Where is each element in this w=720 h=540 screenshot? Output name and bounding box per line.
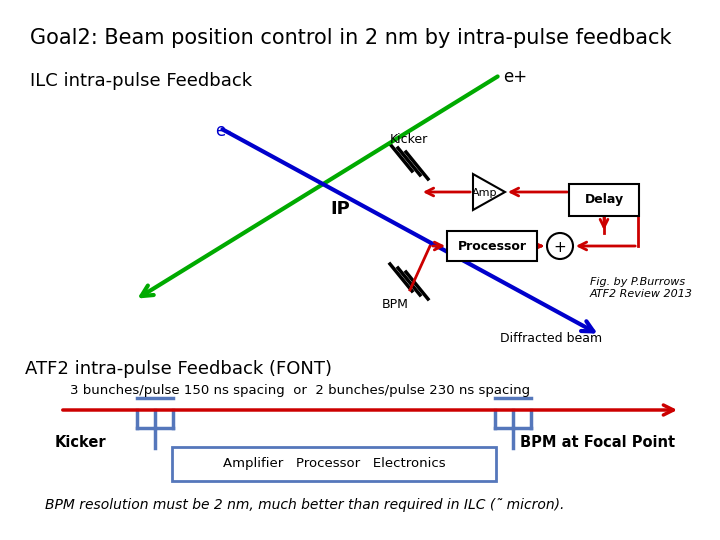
Text: Amp: Amp xyxy=(472,188,498,198)
Text: BPM resolution must be 2 nm, much better than required in ILC (˜ micron).: BPM resolution must be 2 nm, much better… xyxy=(45,498,564,512)
Text: +: + xyxy=(554,240,567,254)
FancyBboxPatch shape xyxy=(447,231,537,261)
Text: Amplifier   Processor   Electronics: Amplifier Processor Electronics xyxy=(222,457,445,470)
Text: Diffracted beam: Diffracted beam xyxy=(500,332,602,345)
Text: Fig. by P.Burrows
ATF2 Review 2013: Fig. by P.Burrows ATF2 Review 2013 xyxy=(590,277,693,299)
Text: BPM at Focal Point: BPM at Focal Point xyxy=(520,435,675,450)
FancyBboxPatch shape xyxy=(569,184,639,216)
Text: Delay: Delay xyxy=(585,193,624,206)
Text: ILC intra-pulse Feedback: ILC intra-pulse Feedback xyxy=(30,72,252,90)
FancyBboxPatch shape xyxy=(172,447,496,481)
Text: Kicker: Kicker xyxy=(390,133,428,146)
Text: e-: e- xyxy=(215,122,231,140)
Text: Goal2: Beam position control in 2 nm by intra-pulse feedback: Goal2: Beam position control in 2 nm by … xyxy=(30,28,672,48)
Text: IP: IP xyxy=(330,200,350,218)
Text: Processor: Processor xyxy=(457,240,526,253)
Text: Kicker: Kicker xyxy=(55,435,107,450)
Text: ATF2 intra-pulse Feedback (FONT): ATF2 intra-pulse Feedback (FONT) xyxy=(25,360,332,378)
Text: e+: e+ xyxy=(503,68,527,86)
Text: BPM: BPM xyxy=(382,298,409,311)
Text: 3 bunches/pulse 150 ns spacing  or  2 bunches/pulse 230 ns spacing: 3 bunches/pulse 150 ns spacing or 2 bunc… xyxy=(70,384,530,397)
